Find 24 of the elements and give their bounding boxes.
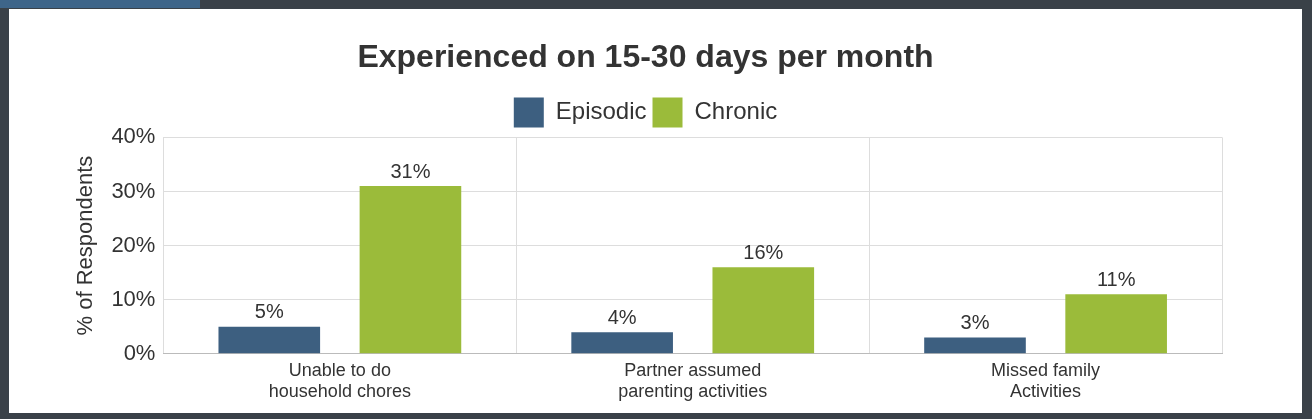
y-tick-label: 0% [123, 339, 156, 365]
bar [571, 332, 673, 354]
y-tick-label: 30% [111, 177, 156, 203]
y-axis-title: % of Respondents [72, 155, 98, 336]
data-label: 5% [254, 300, 284, 323]
bar [359, 186, 462, 354]
legend-label: Episodic [555, 97, 647, 125]
y-tick-label: 20% [111, 231, 156, 257]
chart-title: Experienced on 15-30 days per month [357, 38, 934, 75]
x-tick-label: Missed family Activities [991, 359, 1101, 402]
x-tick-label: Partner assumed parenting activities [618, 359, 768, 402]
data-label: 3% [960, 311, 990, 334]
bar [712, 267, 815, 354]
legend-label: Chronic [694, 97, 778, 125]
data-label: 16% [743, 240, 784, 263]
data-label: 4% [607, 305, 637, 328]
data-label: 11% [1096, 267, 1136, 290]
y-tick-label: 40% [111, 123, 156, 149]
bar [218, 326, 321, 354]
bar [1065, 294, 1167, 354]
x-tick-label: Unable to do household chores [268, 359, 411, 402]
bar [924, 337, 1026, 354]
data-label: 31% [390, 159, 431, 182]
y-tick-label: 10% [111, 285, 156, 311]
